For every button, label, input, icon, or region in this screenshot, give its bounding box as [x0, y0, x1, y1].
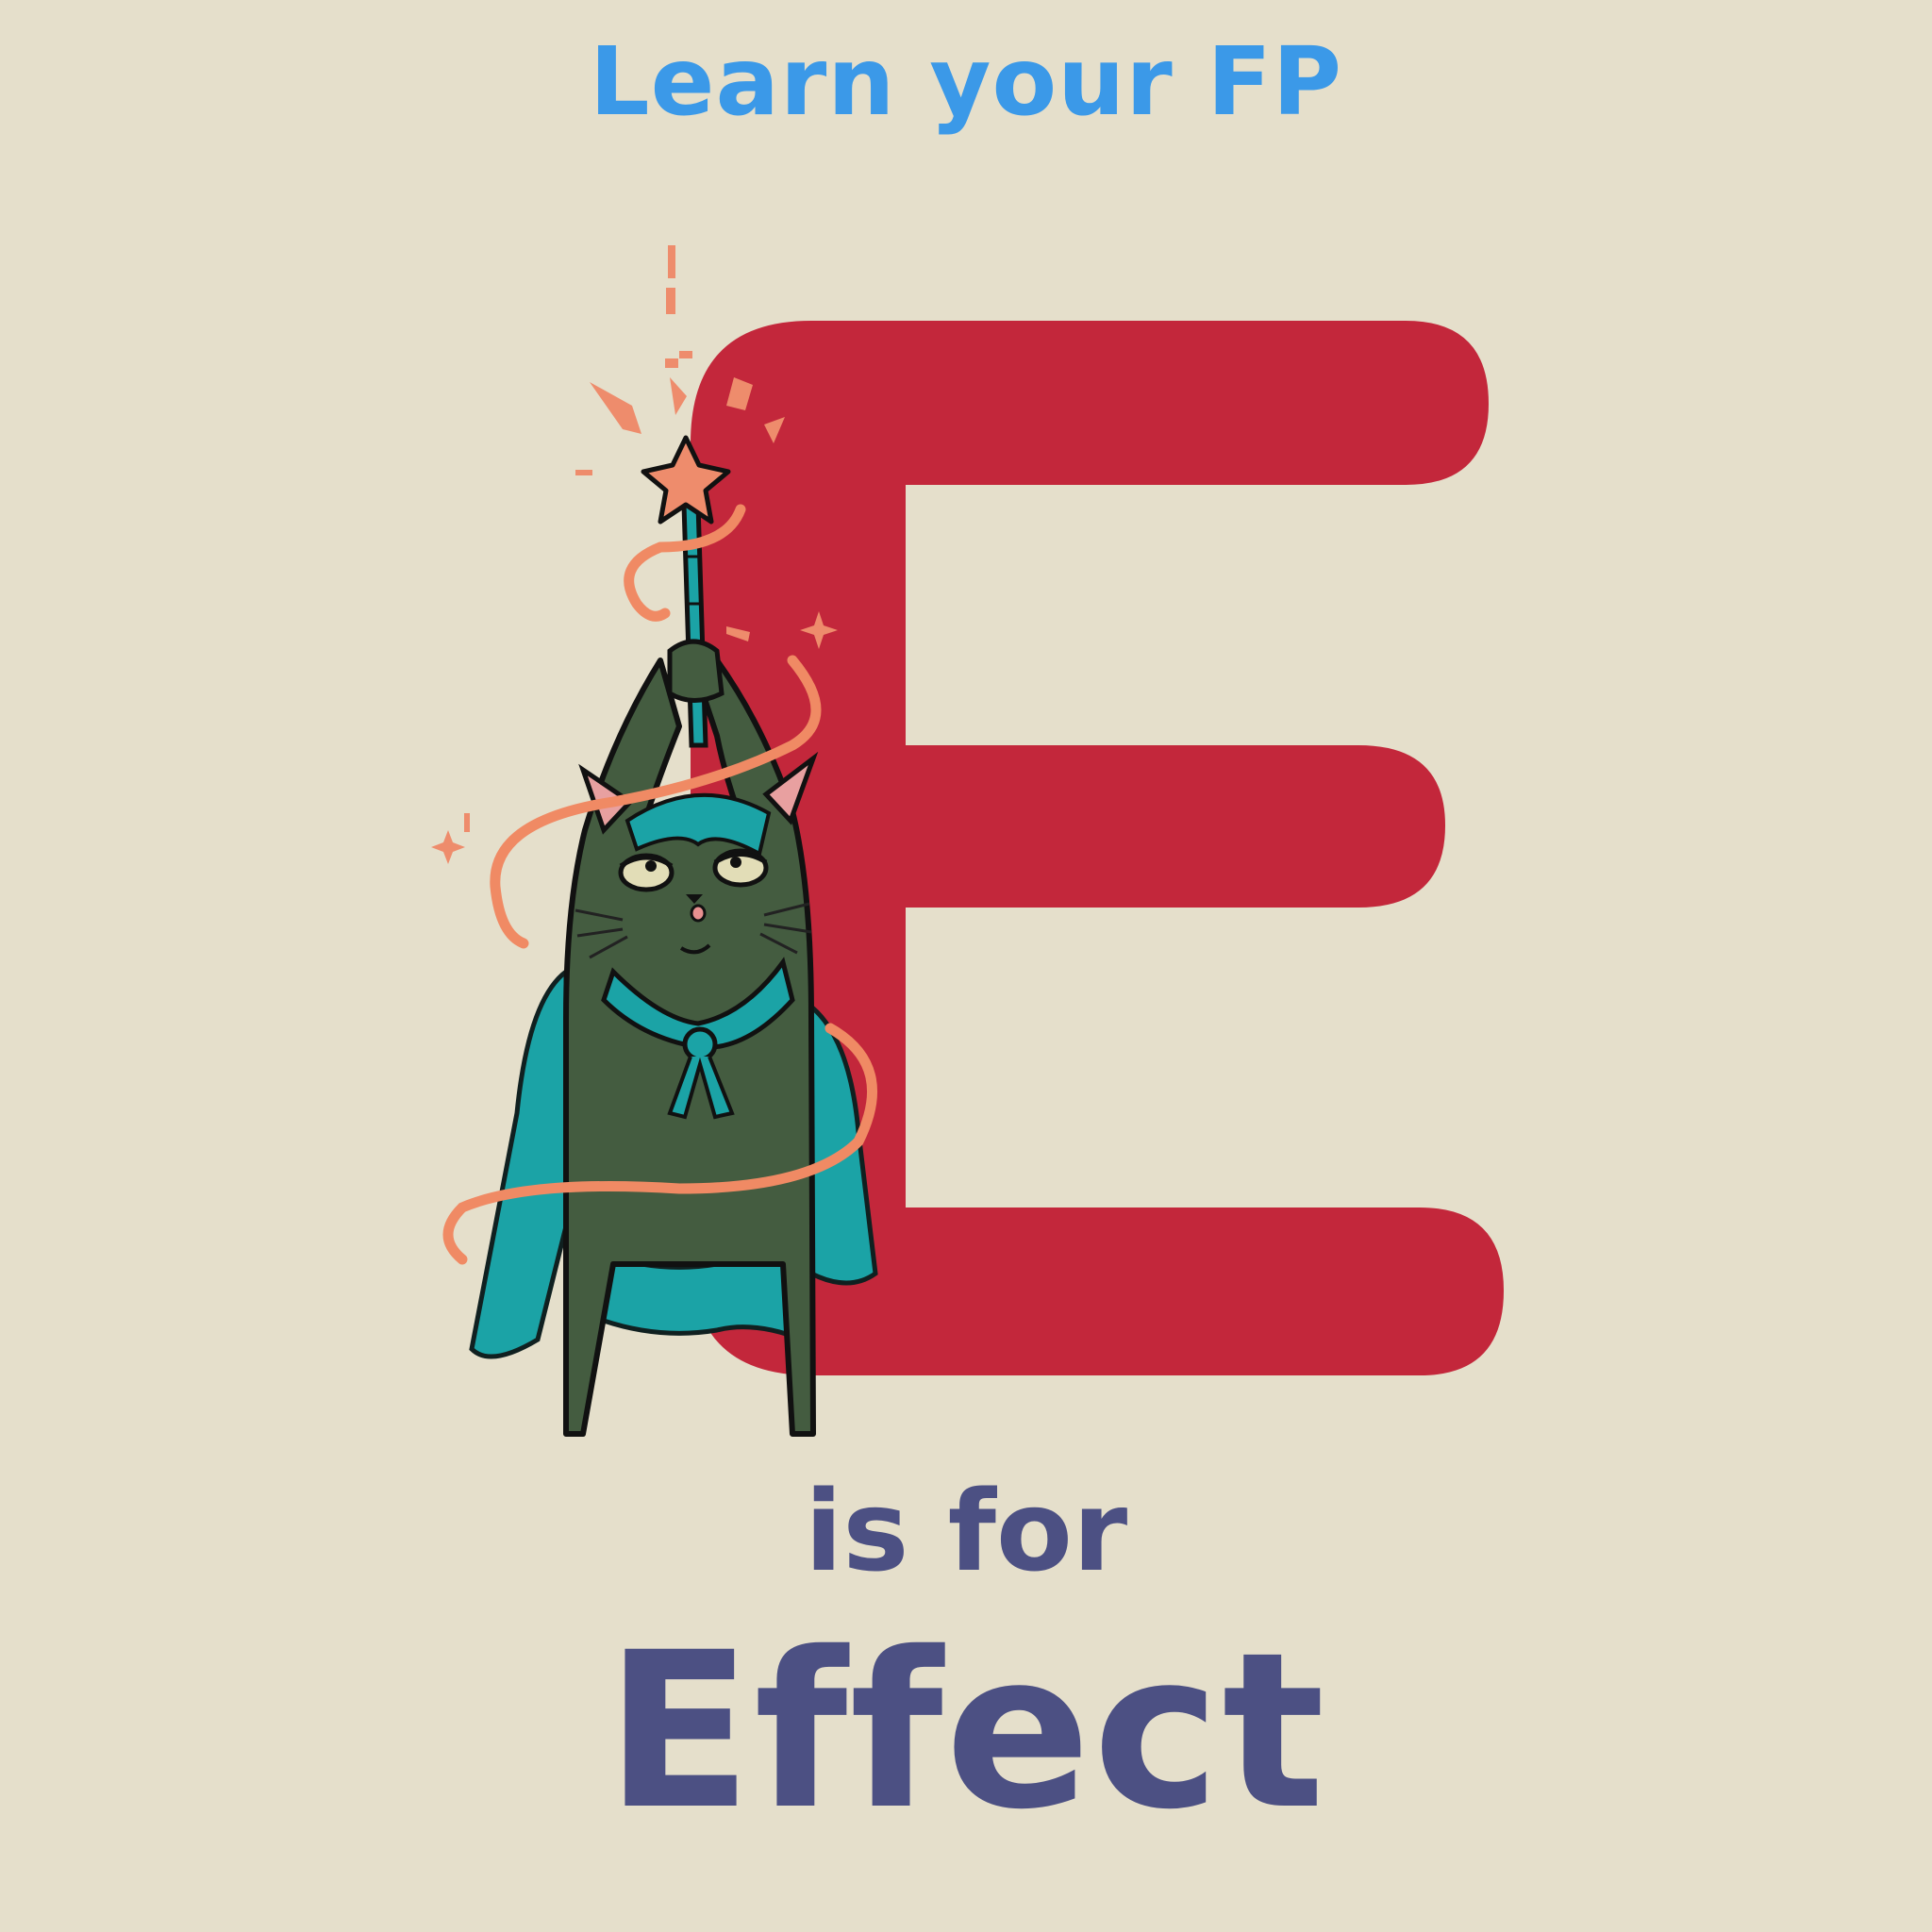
magic-ribbon — [442, 504, 877, 1265]
headline-word: Effect — [605, 1606, 1327, 1857]
cat-ear-right — [762, 751, 819, 825]
star-icon — [641, 435, 731, 525]
sparkles — [431, 245, 838, 864]
cape-clasp — [682, 1026, 718, 1062]
cape-collar — [601, 957, 795, 1050]
letter-e-fill — [691, 321, 1504, 1375]
cape-left — [469, 966, 569, 1359]
subtitle-text: is for — [804, 1466, 1128, 1596]
cat-hood — [625, 792, 772, 858]
cat-eye-right — [712, 848, 769, 888]
cat-tongue — [690, 904, 707, 923]
cape-bottom — [601, 1251, 805, 1343]
cat-paws — [667, 639, 724, 703]
cat-nose — [686, 894, 703, 904]
header-title: Learn your FP — [589, 26, 1343, 137]
